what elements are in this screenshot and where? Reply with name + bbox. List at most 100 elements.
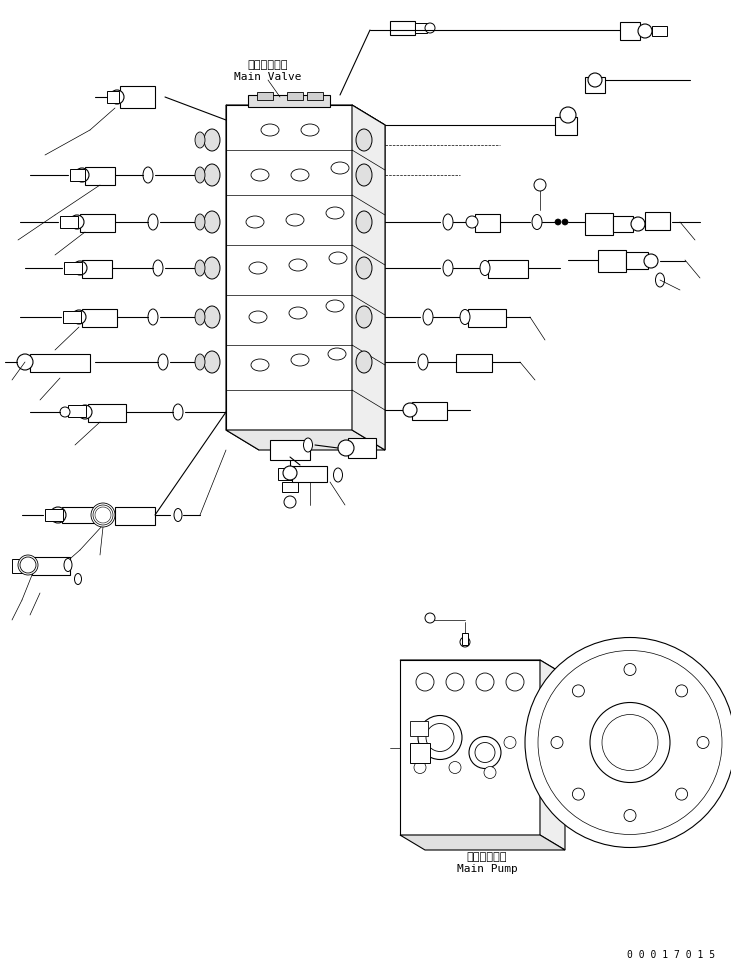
Circle shape <box>418 715 462 760</box>
Circle shape <box>70 215 84 229</box>
Ellipse shape <box>418 354 428 370</box>
Ellipse shape <box>286 214 304 226</box>
Bar <box>63 311 81 323</box>
Bar <box>415 23 427 33</box>
Polygon shape <box>352 105 385 450</box>
Circle shape <box>506 673 524 691</box>
Ellipse shape <box>291 169 309 181</box>
Ellipse shape <box>173 404 183 420</box>
Bar <box>270 440 310 460</box>
Circle shape <box>73 261 87 275</box>
Ellipse shape <box>249 262 267 274</box>
Text: メインポンプ: メインポンプ <box>467 852 507 862</box>
Polygon shape <box>226 105 259 450</box>
Circle shape <box>460 637 470 647</box>
Circle shape <box>403 403 417 417</box>
Ellipse shape <box>148 214 158 230</box>
Text: Main Valve: Main Valve <box>234 72 302 82</box>
Circle shape <box>60 407 70 417</box>
Text: 0 0 0 1 7 0 1 5: 0 0 0 1 7 0 1 5 <box>627 950 715 959</box>
Text: メインバルブ: メインバルブ <box>248 60 288 70</box>
Bar <box>32 557 70 575</box>
Bar <box>410 742 430 762</box>
Bar <box>88 404 126 422</box>
Ellipse shape <box>195 354 205 370</box>
Circle shape <box>476 673 494 691</box>
Circle shape <box>75 168 89 182</box>
Ellipse shape <box>174 508 182 522</box>
Bar <box>278 468 302 480</box>
Bar <box>468 309 506 327</box>
Ellipse shape <box>331 162 349 174</box>
Ellipse shape <box>249 311 267 323</box>
Circle shape <box>72 310 86 324</box>
Bar <box>488 260 528 278</box>
Circle shape <box>484 766 496 779</box>
Ellipse shape <box>195 214 205 230</box>
Ellipse shape <box>195 167 205 183</box>
Ellipse shape <box>195 132 205 148</box>
Polygon shape <box>540 660 565 850</box>
Ellipse shape <box>204 257 220 279</box>
Bar <box>456 354 492 372</box>
Ellipse shape <box>143 167 153 183</box>
Circle shape <box>449 761 461 774</box>
Text: Main Pump: Main Pump <box>457 864 518 874</box>
Ellipse shape <box>158 354 168 370</box>
Ellipse shape <box>356 164 372 186</box>
Circle shape <box>551 737 563 749</box>
Circle shape <box>78 405 92 419</box>
Bar <box>64 262 82 274</box>
Circle shape <box>555 219 561 225</box>
Ellipse shape <box>303 438 312 452</box>
Polygon shape <box>226 105 385 125</box>
Ellipse shape <box>195 260 205 276</box>
Ellipse shape <box>333 468 343 482</box>
Bar <box>598 250 626 272</box>
Bar <box>462 633 468 645</box>
Bar <box>292 466 327 482</box>
Bar <box>620 22 640 40</box>
Ellipse shape <box>356 211 372 233</box>
Circle shape <box>538 650 722 834</box>
Bar <box>475 214 500 232</box>
Circle shape <box>18 555 38 575</box>
Circle shape <box>588 73 602 87</box>
Ellipse shape <box>148 309 158 325</box>
Bar <box>390 21 415 35</box>
Ellipse shape <box>356 351 372 373</box>
Ellipse shape <box>656 273 664 287</box>
Circle shape <box>572 788 584 800</box>
Bar <box>30 354 90 372</box>
Circle shape <box>675 788 688 800</box>
Circle shape <box>534 179 546 191</box>
Ellipse shape <box>443 260 453 276</box>
Ellipse shape <box>204 351 220 373</box>
Bar <box>287 92 303 100</box>
Bar <box>348 438 376 458</box>
Circle shape <box>446 673 464 691</box>
Bar <box>115 507 155 525</box>
Circle shape <box>697 737 709 749</box>
Ellipse shape <box>326 300 344 312</box>
Circle shape <box>525 638 731 848</box>
Bar <box>585 77 605 93</box>
Bar <box>45 509 63 521</box>
Circle shape <box>50 507 66 523</box>
Ellipse shape <box>204 211 220 233</box>
Circle shape <box>475 742 495 762</box>
Polygon shape <box>352 105 385 450</box>
Bar <box>80 214 115 232</box>
Polygon shape <box>248 95 330 107</box>
Circle shape <box>572 685 584 697</box>
Ellipse shape <box>251 359 269 371</box>
Bar <box>257 92 273 100</box>
Polygon shape <box>226 105 352 430</box>
Bar <box>412 402 447 420</box>
Bar <box>68 405 86 417</box>
Ellipse shape <box>246 216 264 228</box>
Circle shape <box>20 557 36 573</box>
Circle shape <box>560 107 576 123</box>
Ellipse shape <box>291 354 309 366</box>
Ellipse shape <box>356 257 372 279</box>
